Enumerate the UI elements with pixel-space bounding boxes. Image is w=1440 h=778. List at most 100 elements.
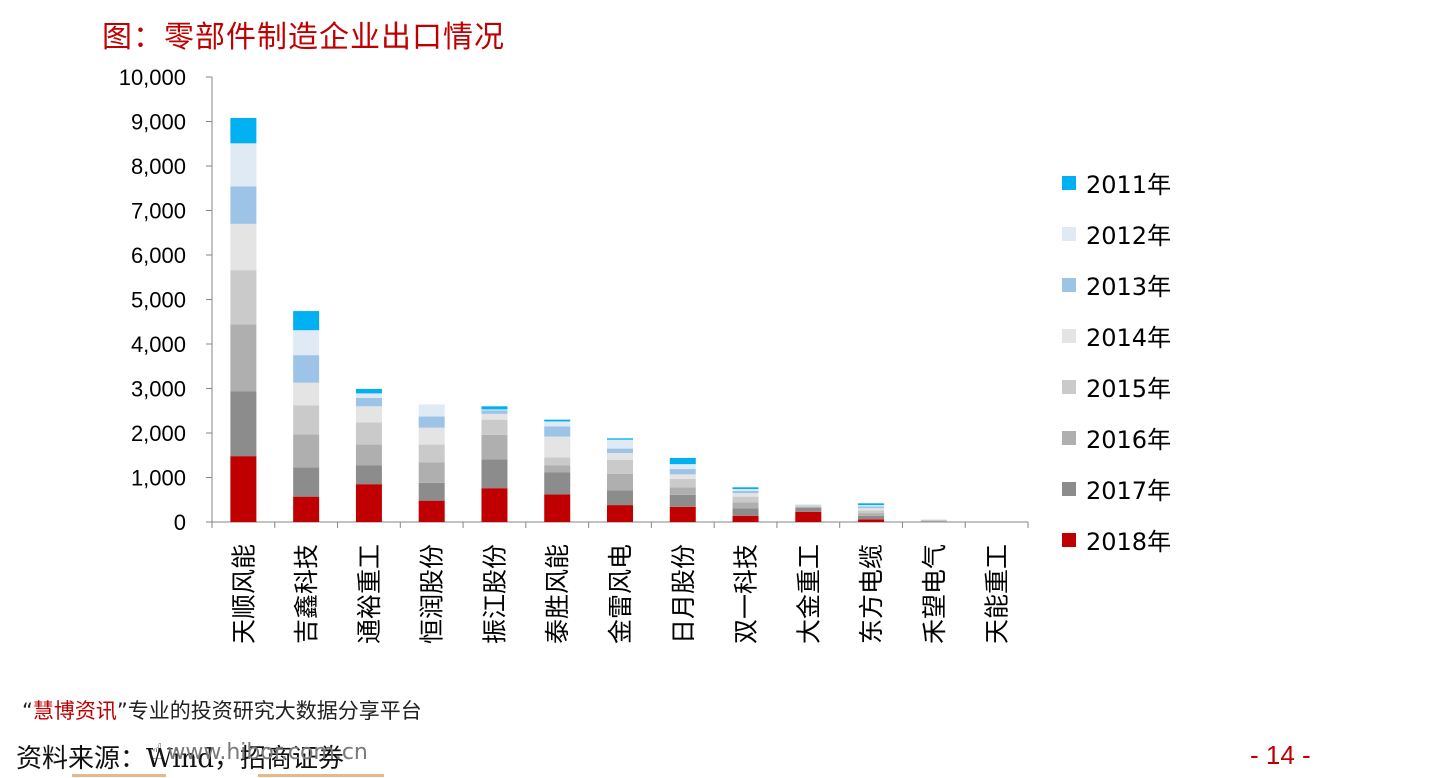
bar-segment bbox=[355, 484, 382, 522]
bar-segment bbox=[544, 465, 571, 473]
bar-segment bbox=[230, 324, 257, 392]
legend-label: 2013年 bbox=[1086, 273, 1171, 301]
bar-segment bbox=[669, 478, 696, 488]
bar-segment bbox=[293, 382, 320, 406]
bar-segment bbox=[481, 488, 508, 522]
watermark-tagline: “慧博资讯”专业的投资研究大数据分享平台 bbox=[22, 695, 422, 725]
bar-segment bbox=[544, 494, 571, 522]
bar-segment bbox=[920, 520, 947, 522]
y-tick-label: 4,000 bbox=[131, 332, 186, 357]
bar-segment bbox=[732, 502, 759, 509]
bar-segment bbox=[795, 511, 822, 522]
y-tick-label: 10,000 bbox=[119, 65, 186, 90]
bar-segment bbox=[669, 494, 696, 507]
bar-segment bbox=[355, 422, 382, 445]
bar-segment bbox=[418, 462, 445, 483]
x-category-label: 日月股份 bbox=[669, 544, 698, 644]
legend-label: 2014年 bbox=[1086, 324, 1171, 352]
bar-segment bbox=[544, 457, 571, 466]
bar-segment bbox=[355, 444, 382, 466]
watermark-underline-right bbox=[258, 774, 384, 777]
watermark-quote-open: “ bbox=[22, 699, 33, 723]
y-tick-label: 8,000 bbox=[131, 154, 186, 179]
legend-swatch bbox=[1062, 482, 1076, 496]
bar-segment bbox=[858, 513, 885, 516]
bar-segment bbox=[669, 506, 696, 522]
bar-segment bbox=[858, 505, 885, 507]
bar-segment bbox=[607, 505, 633, 522]
bar-segment bbox=[230, 270, 257, 325]
bar-segment bbox=[481, 413, 508, 420]
x-category-label: 金雷风电 bbox=[606, 544, 635, 644]
y-tick-label: 0 bbox=[174, 510, 186, 535]
y-tick-label: 3,000 bbox=[131, 377, 186, 402]
bar-segment bbox=[544, 436, 571, 458]
bar-segment bbox=[230, 391, 257, 457]
x-category-label: 大金重工 bbox=[794, 544, 823, 644]
bar-segment bbox=[669, 469, 696, 475]
bar-segment bbox=[669, 457, 696, 465]
bar-segment bbox=[293, 434, 320, 468]
legend-label: 2012年 bbox=[1086, 222, 1171, 250]
bar-segment bbox=[669, 474, 696, 479]
bar-segment bbox=[293, 330, 320, 356]
legend-swatch bbox=[1062, 227, 1076, 241]
watermark-quote-close: ” bbox=[116, 699, 128, 723]
bar-segment bbox=[418, 404, 445, 417]
x-category-label: 禾望电气 bbox=[920, 544, 949, 644]
chart-title: 图：零部件制造企业出口情况 bbox=[102, 20, 505, 55]
bar-segment bbox=[858, 510, 885, 514]
bar-segment bbox=[230, 456, 257, 522]
bar-segment bbox=[230, 186, 257, 224]
bar-segment bbox=[669, 487, 696, 495]
legend-label: 2017年 bbox=[1086, 477, 1171, 505]
bar-segment bbox=[732, 496, 759, 503]
bar-segment bbox=[481, 419, 508, 435]
bar-segment bbox=[607, 448, 633, 454]
bar-segment bbox=[355, 465, 382, 485]
legend-swatch bbox=[1062, 329, 1076, 343]
bar-segment bbox=[418, 482, 445, 501]
bar-segment bbox=[607, 439, 633, 449]
bar-segment bbox=[230, 117, 257, 144]
bar-segment bbox=[607, 490, 633, 506]
legend-swatch bbox=[1062, 380, 1076, 394]
watermark-url-text: www.hibor.com.cn bbox=[167, 740, 368, 765]
bar-segment bbox=[230, 223, 257, 271]
page-number: - 14 - bbox=[1250, 740, 1311, 770]
bar-segment bbox=[607, 459, 633, 474]
bar-segment bbox=[418, 444, 445, 463]
watermark-brand: 慧博资讯 bbox=[32, 699, 117, 723]
bar-segment bbox=[481, 409, 508, 411]
bar-segment bbox=[795, 507, 822, 512]
y-tick-label: 1,000 bbox=[131, 466, 186, 491]
y-tick-label: 9,000 bbox=[131, 110, 186, 135]
legend-swatch bbox=[1062, 278, 1076, 292]
x-category-label: 天能重工 bbox=[983, 544, 1012, 644]
legend-label: 2018年 bbox=[1086, 528, 1171, 556]
bar-segment bbox=[607, 473, 633, 491]
bar-segment bbox=[544, 472, 571, 495]
bar-segment bbox=[418, 500, 445, 522]
legend-label: 2016年 bbox=[1086, 426, 1171, 454]
x-category-label: 吉鑫科技 bbox=[292, 544, 321, 644]
y-tick-label: 5,000 bbox=[131, 288, 186, 313]
pointer-hand-icon: ☝ bbox=[150, 740, 164, 765]
bar-segment bbox=[481, 434, 508, 460]
bar-segment bbox=[544, 419, 571, 422]
bar-segment bbox=[481, 459, 508, 489]
bar-segment bbox=[858, 508, 885, 511]
bar-segment bbox=[481, 406, 508, 410]
bar-segment bbox=[858, 515, 885, 520]
watermark-url: ☝ www.hibor.com.cn bbox=[150, 740, 368, 765]
y-tick-label: 2,000 bbox=[131, 421, 186, 446]
bar-segment bbox=[858, 506, 885, 509]
legend-label: 2011年 bbox=[1086, 171, 1171, 199]
bar-segment bbox=[607, 453, 633, 460]
x-category-label: 天顺风能 bbox=[229, 544, 258, 644]
bar-segment bbox=[732, 493, 759, 497]
bar-segment bbox=[732, 515, 759, 522]
bar-segment bbox=[732, 487, 759, 490]
bar-segment bbox=[355, 393, 382, 398]
bar-segment bbox=[293, 467, 320, 497]
